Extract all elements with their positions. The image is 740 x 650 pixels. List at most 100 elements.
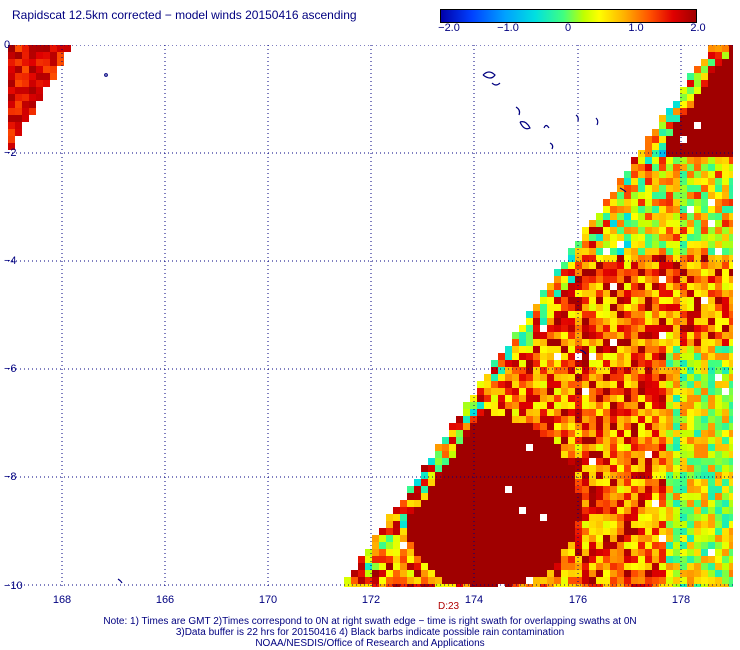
wind-difference-cell — [715, 87, 722, 94]
wind-difference-cell — [638, 437, 645, 444]
wind-difference-cell — [666, 262, 673, 269]
wind-difference-cell — [708, 227, 715, 234]
wind-difference-cell — [673, 220, 680, 227]
wind-difference-cell — [547, 458, 554, 465]
wind-difference-cell — [582, 444, 589, 451]
wind-difference-cell — [659, 255, 666, 262]
wind-difference-cell — [498, 430, 505, 437]
wind-difference-cell — [421, 472, 428, 479]
wind-difference-cell — [701, 360, 708, 367]
wind-difference-cell — [694, 262, 701, 269]
wind-difference-cell — [435, 472, 442, 479]
wind-difference-cell — [36, 87, 43, 94]
wind-difference-cell — [491, 451, 498, 458]
wind-difference-cell — [694, 269, 701, 276]
wind-difference-cell — [631, 339, 638, 346]
wind-difference-cell — [694, 437, 701, 444]
wind-difference-cell — [603, 297, 610, 304]
wind-difference-cell — [729, 122, 733, 129]
wind-difference-cell — [582, 241, 589, 248]
wind-difference-cell — [442, 514, 449, 521]
wind-difference-cell — [603, 220, 610, 227]
wind-difference-cell — [638, 514, 645, 521]
wind-difference-cell — [50, 52, 57, 59]
wind-difference-cell — [687, 395, 694, 402]
wind-difference-cell — [722, 458, 729, 465]
wind-difference-cell — [687, 430, 694, 437]
wind-difference-cell — [484, 381, 491, 388]
wind-difference-cell — [666, 171, 673, 178]
wind-difference-cell — [715, 234, 722, 241]
wind-difference-cell — [477, 395, 484, 402]
wind-difference-cell — [680, 283, 687, 290]
wind-difference-cell — [701, 136, 708, 143]
wind-difference-cell — [659, 416, 666, 423]
wind-difference-cell — [680, 423, 687, 430]
wind-difference-cell — [526, 437, 533, 444]
wind-difference-cell — [561, 521, 568, 528]
wind-difference-cell — [687, 192, 694, 199]
wind-difference-cell — [421, 528, 428, 535]
wind-difference-cell — [680, 143, 687, 150]
island-outline — [117, 578, 123, 584]
wind-difference-cell — [428, 514, 435, 521]
wind-difference-cell — [729, 388, 733, 395]
lon-tick-label: 166 — [155, 594, 175, 606]
wind-difference-cell — [631, 381, 638, 388]
wind-difference-cell — [624, 430, 631, 437]
wind-difference-cell — [701, 549, 708, 556]
wind-difference-cell — [694, 507, 701, 514]
wind-difference-cell — [715, 290, 722, 297]
wind-difference-cell — [610, 535, 617, 542]
wind-difference-cell — [645, 311, 652, 318]
wind-difference-cell — [631, 234, 638, 241]
wind-difference-cell — [631, 262, 638, 269]
wind-difference-cell — [519, 556, 526, 563]
wind-difference-cell — [603, 514, 610, 521]
wind-difference-cell — [680, 290, 687, 297]
wind-difference-cell — [617, 416, 624, 423]
wind-difference-cell — [631, 465, 638, 472]
wind-difference-cell — [589, 437, 596, 444]
wind-difference-cell — [701, 192, 708, 199]
wind-difference-cell — [652, 164, 659, 171]
wind-difference-cell — [435, 521, 442, 528]
wind-difference-cell — [687, 269, 694, 276]
wind-difference-cell — [554, 451, 561, 458]
wind-difference-cell — [624, 255, 631, 262]
wind-difference-cell — [463, 423, 470, 430]
wind-difference-cell — [631, 570, 638, 577]
wind-difference-cell — [610, 521, 617, 528]
wind-difference-cell — [729, 486, 733, 493]
wind-difference-cell — [540, 346, 547, 353]
wind-difference-cell — [666, 465, 673, 472]
wind-difference-cell — [645, 262, 652, 269]
wind-difference-cell — [561, 486, 568, 493]
wind-difference-cell — [631, 514, 638, 521]
wind-difference-cell — [568, 535, 575, 542]
wind-difference-cell — [729, 409, 733, 416]
wind-difference-cell — [652, 521, 659, 528]
wind-difference-cell — [715, 556, 722, 563]
wind-difference-cell — [442, 528, 449, 535]
wind-difference-cell — [519, 451, 526, 458]
wind-difference-cell — [666, 535, 673, 542]
wind-difference-cell — [680, 150, 687, 157]
wind-difference-cell — [729, 171, 733, 178]
wind-difference-cell — [673, 108, 680, 115]
wind-difference-cell — [680, 437, 687, 444]
wind-difference-cell — [673, 570, 680, 577]
wind-difference-cell — [694, 479, 701, 486]
wind-difference-cell — [456, 528, 463, 535]
wind-difference-cell — [582, 584, 589, 587]
wind-difference-cell — [631, 192, 638, 199]
wind-difference-cell — [694, 444, 701, 451]
wind-difference-cell — [694, 374, 701, 381]
wind-difference-cell — [484, 563, 491, 570]
wind-difference-cell — [498, 388, 505, 395]
wind-difference-cell — [519, 388, 526, 395]
wind-difference-cell — [477, 444, 484, 451]
wind-difference-cell — [43, 80, 50, 87]
wind-difference-cell — [470, 409, 477, 416]
wind-difference-cell — [540, 479, 547, 486]
